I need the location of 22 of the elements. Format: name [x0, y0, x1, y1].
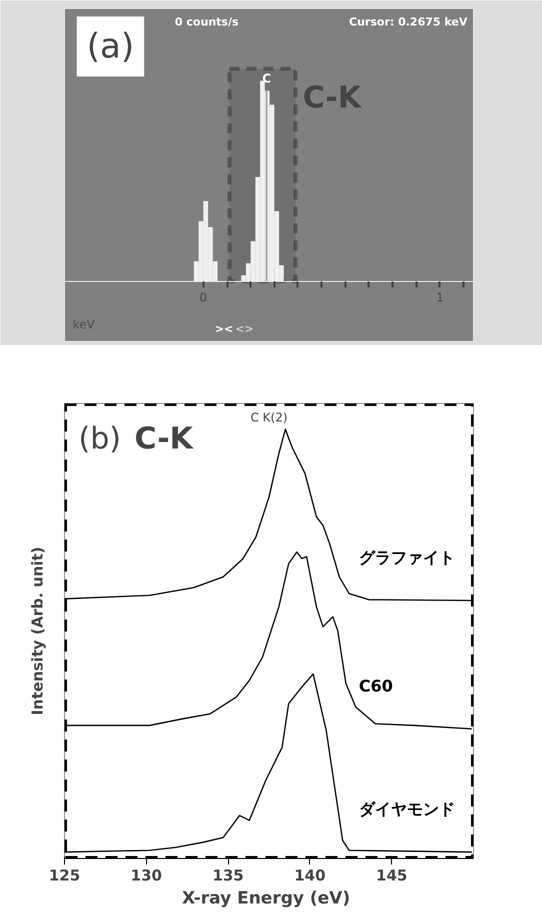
text: >< [214, 322, 234, 336]
x-tick-label: 145 [376, 866, 408, 884]
x-tick-label: 130 [130, 866, 162, 884]
x-tick-label: 1 [436, 290, 444, 304]
text: Cursor: 0.2675 keV [349, 16, 468, 29]
annotation: C-K [302, 80, 363, 116]
text: C K(2) [250, 410, 288, 424]
x-tick-label: 140 [294, 866, 326, 884]
text: <> [235, 322, 254, 336]
series-label: C60 [358, 676, 393, 696]
annotation: C-K [134, 422, 195, 457]
chart-title: (a) [86, 26, 134, 67]
series-label: ダイヤモンド [358, 800, 455, 819]
x-tick-label: 125 [48, 866, 80, 884]
series-label: グラファイト [358, 548, 455, 568]
x-tick-label: 135 [212, 866, 244, 884]
x-axis-title: X-ray Energy (eV) [182, 888, 350, 908]
chart-title: (b) [78, 422, 121, 457]
y-axis-title: Intensity (Arb. unit) [28, 546, 46, 716]
text: 0 counts/s [174, 16, 239, 29]
ref-line-label: C [262, 72, 272, 86]
x-tick-label: 0 [200, 290, 208, 304]
